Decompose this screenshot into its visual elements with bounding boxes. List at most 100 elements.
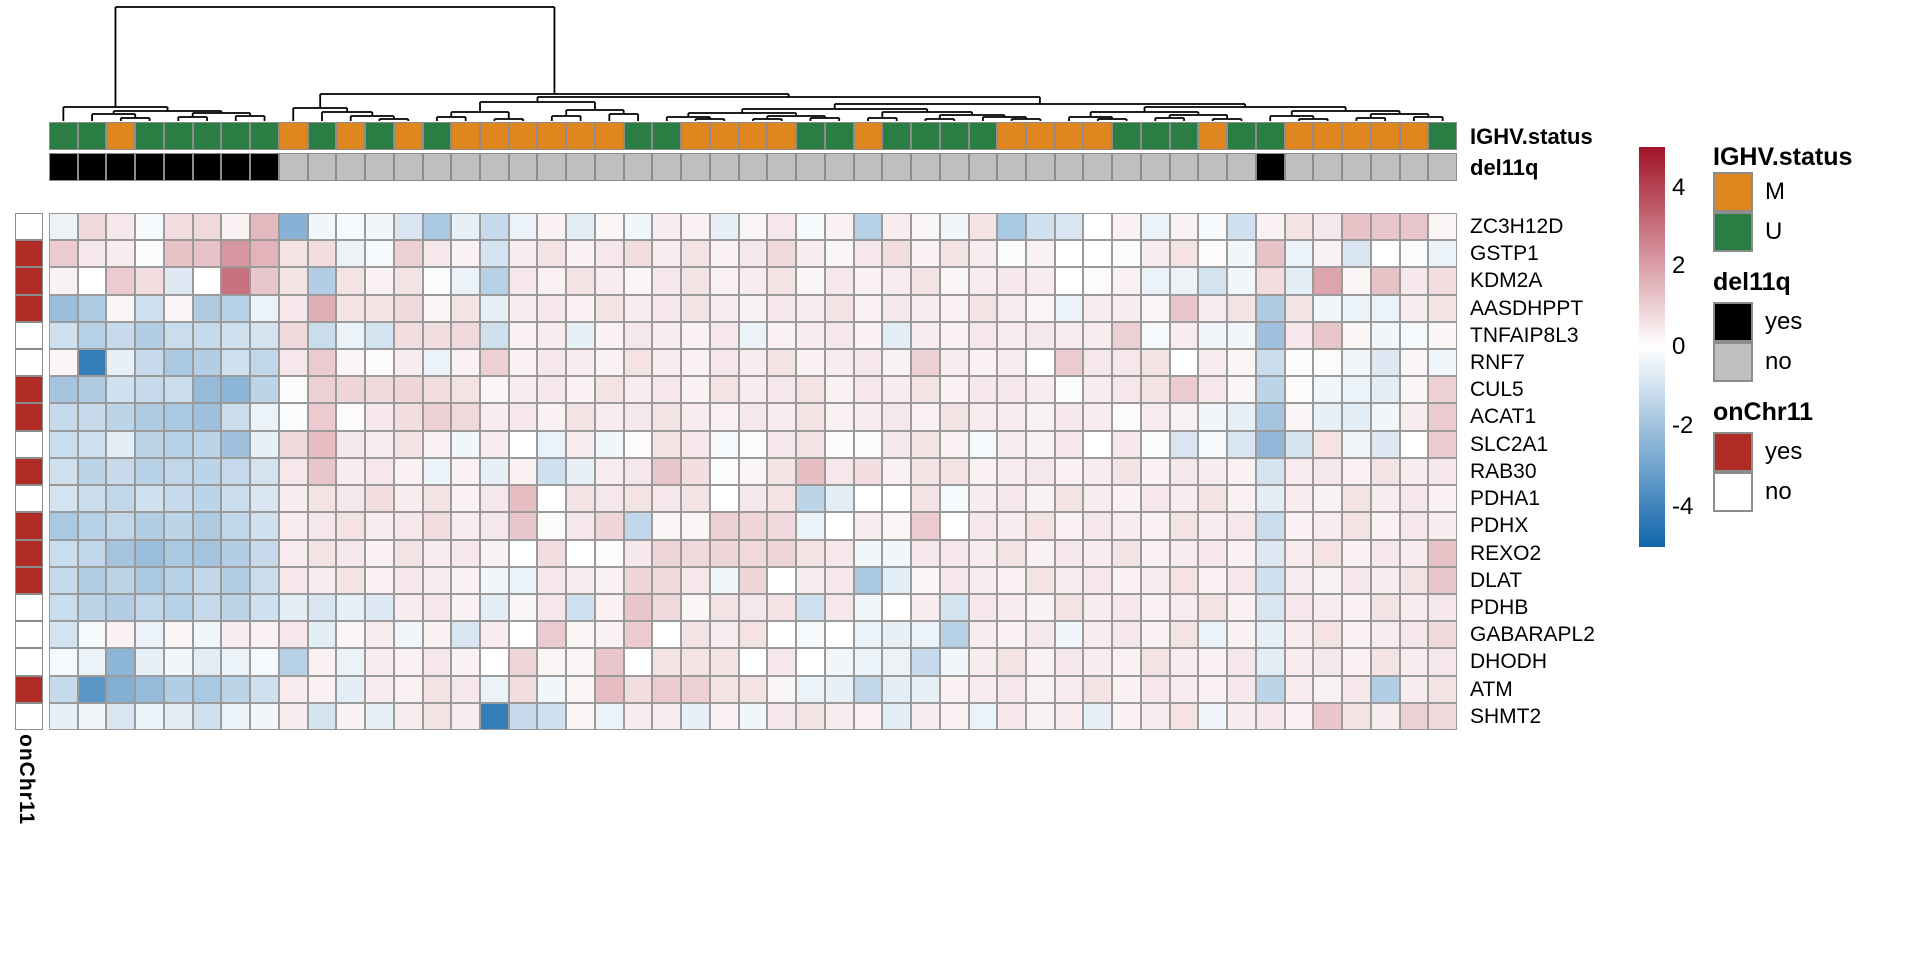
heatmap-cell-RNF7-c23 bbox=[681, 349, 710, 377]
ighv-cell-3-M bbox=[106, 122, 136, 150]
heatmap-cell-GABARAPL2-c16 bbox=[480, 621, 509, 649]
heatmap-cell-GSTP1-c7 bbox=[221, 240, 251, 268]
heatmap-cell-PDHX-c5 bbox=[163, 512, 193, 540]
heatmap-cell-REXO2-c13 bbox=[393, 539, 423, 567]
heatmap-cell-REXO2-c14 bbox=[422, 539, 452, 567]
heatmap-cell-ZC3H12D-c35 bbox=[1025, 213, 1055, 241]
heatmap-cell-AASDHPPT-c46 bbox=[1342, 294, 1371, 322]
onchr11-cell-KDM2A-yes bbox=[15, 267, 43, 295]
heatmap-cell-KDM2A-c46 bbox=[1342, 267, 1371, 295]
heatmap-cell-ZC3H12D-c16 bbox=[480, 213, 509, 241]
gene-label-SHMT2: SHMT2 bbox=[1470, 704, 1542, 728]
heatmap-cell-SLC2A1-c10 bbox=[307, 430, 337, 458]
heatmap-cell-TNFAIP8L3-c36 bbox=[1054, 321, 1084, 350]
heatmap-cell-ATM-c7 bbox=[221, 675, 251, 703]
heatmap-cell-PDHX-c43 bbox=[1255, 512, 1285, 540]
heatmap-cell-SHMT2-c24 bbox=[709, 702, 739, 730]
heatmap-cell-RAB30-c36 bbox=[1054, 457, 1084, 486]
heatmap-cell-CUL5-c2 bbox=[77, 376, 107, 404]
heatmap-cell-KDM2A-c28 bbox=[824, 267, 854, 295]
heatmap-cell-ZC3H12D-c48 bbox=[1399, 213, 1429, 241]
heatmap-cell-CUL5-c27 bbox=[796, 376, 825, 404]
heatmap-cell-ACAT1-c11 bbox=[336, 403, 366, 431]
heatmap-cell-GABARAPL2-c30 bbox=[882, 621, 912, 649]
gene-label-DLAT: DLAT bbox=[1470, 568, 1523, 592]
heatmap-cell-SLC2A1-c19 bbox=[566, 430, 595, 458]
heatmap-cell-KDM2A-c36 bbox=[1054, 267, 1084, 295]
heatmap-cell-REXO2-c23 bbox=[681, 539, 710, 567]
heatmap-cell-ACAT1-c14 bbox=[422, 403, 452, 431]
heatmap-cell-SLC2A1-c22 bbox=[652, 430, 682, 458]
heatmap-cell-TNFAIP8L3-c29 bbox=[853, 321, 883, 350]
heatmap-cell-CUL5-c29 bbox=[853, 376, 883, 404]
heatmap-cell-AASDHPPT-c7 bbox=[221, 294, 251, 322]
del11q-cell-4-yes bbox=[135, 153, 164, 181]
heatmap-cell-SHMT2-c29 bbox=[853, 702, 883, 730]
heatmap-cell-RAB30-c35 bbox=[1025, 457, 1055, 486]
heatmap-cell-ACAT1-c19 bbox=[566, 403, 595, 431]
heatmap-cell-SLC2A1-c37 bbox=[1083, 430, 1113, 458]
heatmap-cell-PDHX-c38 bbox=[1112, 512, 1141, 540]
ighv-cell-19-M bbox=[566, 122, 595, 150]
heatmap-cell-REXO2-c17 bbox=[508, 539, 538, 567]
heatmap-cell-SHMT2-c19 bbox=[566, 702, 595, 730]
heatmap-cell-ZC3H12D-c12 bbox=[365, 213, 394, 241]
heatmap-cell-PDHX-c11 bbox=[336, 512, 366, 540]
onchr11-cell-SHMT2-no bbox=[15, 702, 43, 730]
heatmap-cell-SLC2A1-c25 bbox=[738, 430, 768, 458]
heatmap-cell-RAB30-c31 bbox=[911, 457, 940, 486]
heatmap-cell-RAB30-c23 bbox=[681, 457, 710, 486]
heatmap-cell-ACAT1-c42 bbox=[1227, 403, 1256, 431]
heatmap-cell-AASDHPPT-c9 bbox=[278, 294, 308, 322]
legend-label-del11q-no: no bbox=[1765, 348, 1792, 375]
heatmap-cell-GABARAPL2-c43 bbox=[1255, 621, 1285, 649]
heatmap-cell-RNF7-c34 bbox=[997, 349, 1026, 377]
heatmap-cell-ACAT1-c29 bbox=[853, 403, 883, 431]
heatmap-cell-DLAT-c22 bbox=[652, 566, 682, 594]
heatmap-cell-RNF7-c19 bbox=[566, 349, 595, 377]
heatmap-cell-ZC3H12D-c8 bbox=[250, 213, 279, 241]
heatmap-cell-ZC3H12D-c2 bbox=[77, 213, 107, 241]
heatmap-cell-TNFAIP8L3-c44 bbox=[1284, 321, 1314, 350]
heatmap-cell-CUL5-c37 bbox=[1083, 376, 1113, 404]
heatmap-cell-DHODH-c42 bbox=[1227, 648, 1256, 676]
heatmap-cell-RAB30-c10 bbox=[307, 457, 337, 486]
heatmap-cell-KDM2A-c38 bbox=[1112, 267, 1141, 295]
heatmap-cell-KDM2A-c48 bbox=[1399, 267, 1429, 295]
heatmap-cell-GABARAPL2-c39 bbox=[1140, 621, 1170, 649]
heatmap-cell-ZC3H12D-c40 bbox=[1169, 213, 1199, 241]
heatmap-cell-RAB30-c37 bbox=[1083, 457, 1113, 486]
heatmap-cell-DHODH-c32 bbox=[939, 648, 969, 676]
heatmap-cell-KDM2A-c8 bbox=[250, 267, 279, 295]
heatmap-cell-AASDHPPT-c12 bbox=[365, 294, 394, 322]
ighv-cell-28-U bbox=[824, 122, 854, 150]
heatmap-cell-PDHX-c26 bbox=[767, 512, 797, 540]
heatmap-cell-RAB30-c21 bbox=[623, 457, 653, 486]
heatmap-cell-TNFAIP8L3-c10 bbox=[307, 321, 337, 350]
heatmap-cell-RAB30-c33 bbox=[968, 457, 998, 486]
heatmap-cell-RNF7-c20 bbox=[594, 349, 624, 377]
heatmap-cell-CUL5-c11 bbox=[336, 376, 366, 404]
del11q-cell-21-no bbox=[623, 153, 653, 181]
heatmap-cell-TNFAIP8L3-c13 bbox=[393, 321, 423, 350]
del11q-cell-17-no bbox=[508, 153, 538, 181]
heatmap-cell-DLAT-c21 bbox=[623, 566, 653, 594]
heatmap-cell-PDHB-c11 bbox=[336, 593, 366, 622]
heatmap-cell-PDHB-c30 bbox=[882, 593, 912, 622]
heatmap-cell-REXO2-c35 bbox=[1025, 539, 1055, 567]
heatmap-cell-REXO2-c41 bbox=[1198, 539, 1228, 567]
heatmap-cell-SHMT2-c1 bbox=[49, 702, 78, 730]
heatmap-cell-DHODH-c5 bbox=[163, 648, 193, 676]
ighv-cell-43-U bbox=[1255, 122, 1285, 150]
heatmap-cell-GABARAPL2-c15 bbox=[451, 621, 481, 649]
heatmap-cell-ACAT1-c46 bbox=[1342, 403, 1371, 431]
heatmap-cell-DHODH-c38 bbox=[1112, 648, 1141, 676]
heatmap-cell-AASDHPPT-c22 bbox=[652, 294, 682, 322]
heatmap-cell-SHMT2-c48 bbox=[1399, 702, 1429, 730]
heatmap-cell-GSTP1-c28 bbox=[824, 240, 854, 268]
heatmap-cell-CUL5-c34 bbox=[997, 376, 1026, 404]
del11q-cell-23-no bbox=[681, 153, 710, 181]
heatmap-cell-ZC3H12D-c23 bbox=[681, 213, 710, 241]
heatmap-cell-SLC2A1-c32 bbox=[939, 430, 969, 458]
